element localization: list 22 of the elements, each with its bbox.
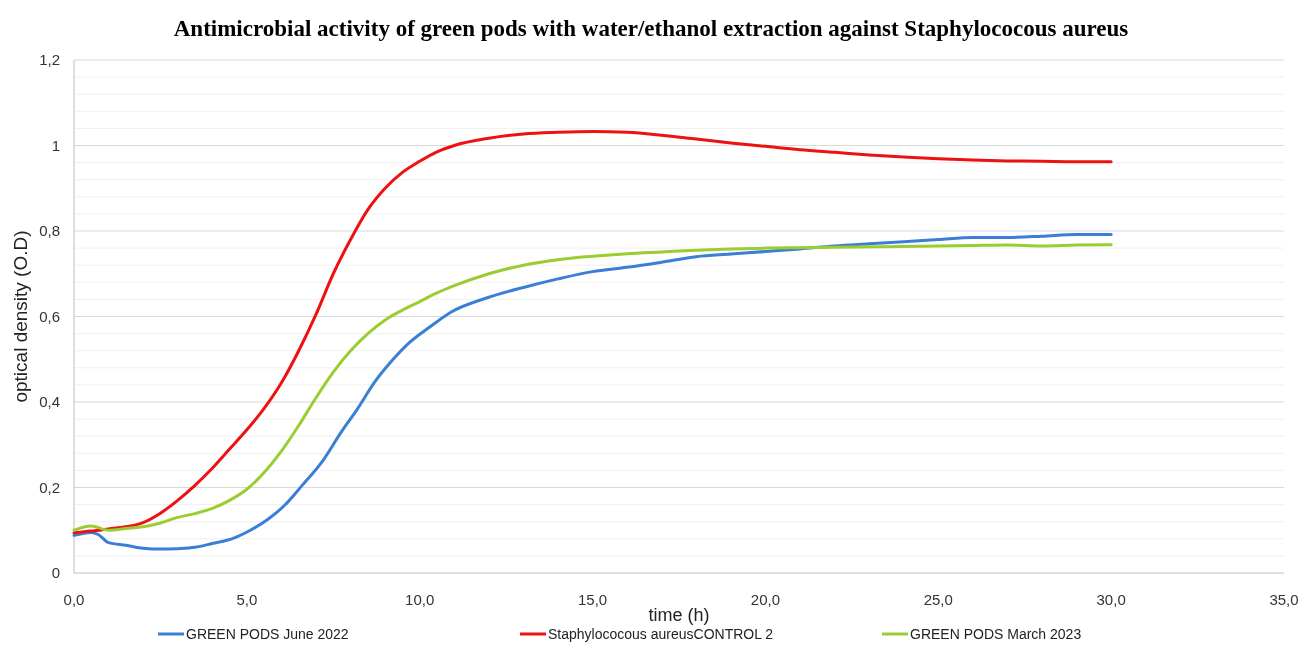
y-tick-label: 1,2	[39, 51, 60, 69]
x-tick-label: 0,0	[63, 591, 85, 608]
legend-label: GREEN PODS June 2022	[186, 625, 349, 642]
line-series	[72, 129, 1113, 535]
x-tick-label: 30,0	[1096, 591, 1126, 608]
y-tick-label: 0,2	[39, 478, 60, 496]
y-tick-label: 0	[51, 564, 60, 582]
x-tick-label: 35,0	[1269, 591, 1299, 608]
x-tick-label: 5,0	[236, 591, 258, 608]
legend-label: GREEN PODS March 2023	[910, 625, 1082, 642]
chart-title: Antimicrobial activity of green pods with water/ethanol extraction against Staphylococous aureus	[173, 16, 1129, 41]
x-tick-label: 10,0	[405, 591, 435, 608]
x-tick-label: 20,0	[750, 591, 781, 608]
legend-label: Staphylococous aureusCONTROL 2	[548, 625, 774, 642]
x-tick-label: 25,0	[923, 591, 953, 608]
y-tick-label: 0,8	[39, 222, 60, 240]
y-tick-label: 1	[51, 136, 60, 154]
y-tick-label: 0,6	[39, 307, 60, 325]
y-axis-title: optical density (O.D)	[10, 230, 31, 403]
y-tick-label: 0,4	[39, 393, 60, 411]
x-tick-label: 15,0	[577, 591, 608, 608]
x-axis-title: time (h)	[648, 605, 710, 625]
